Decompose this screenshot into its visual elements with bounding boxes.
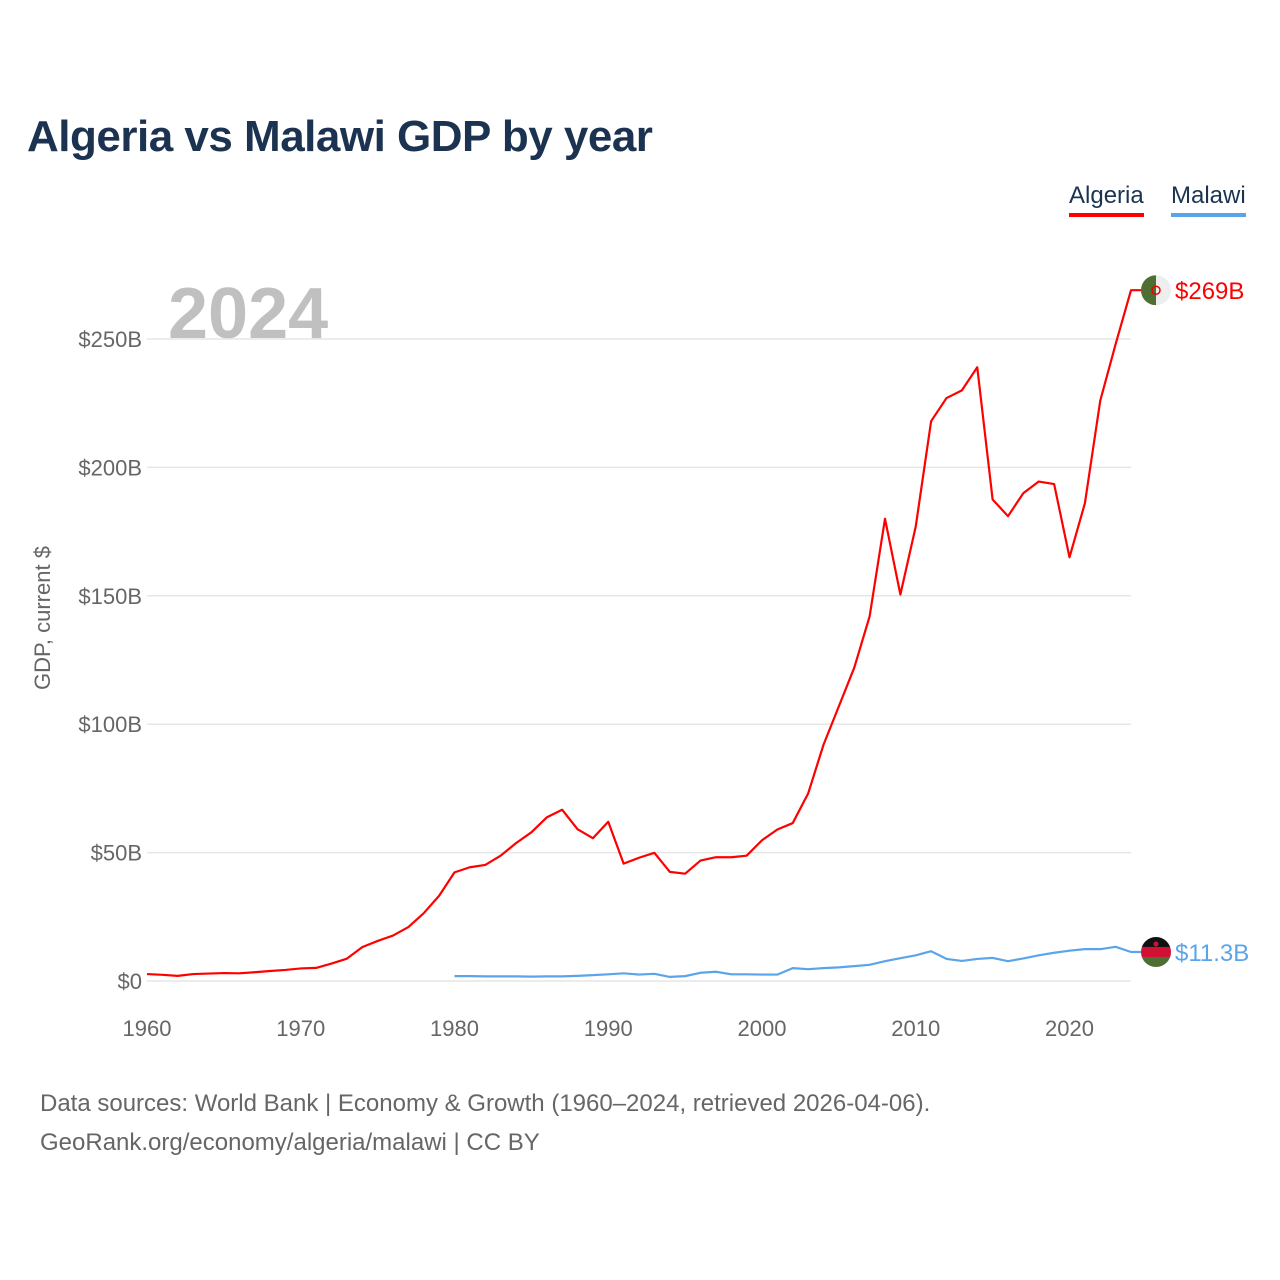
flag-green <box>1141 956 1171 967</box>
chart-title: Algeria vs Malawi GDP by year <box>27 112 653 161</box>
series-line-malawi <box>454 945 1141 978</box>
x-tick-label: 2020 <box>1045 1016 1094 1041</box>
y-tick-label: $100B <box>78 712 142 737</box>
year-watermark: 2024 <box>168 274 328 354</box>
y-tick-label: $50B <box>91 841 142 866</box>
flag-icon-algeria <box>1141 275 1171 306</box>
y-tick-label: $150B <box>78 584 142 609</box>
y-tick-label: $200B <box>78 455 142 480</box>
x-tick-label: 1980 <box>430 1016 479 1041</box>
x-tick-label: 2000 <box>738 1016 787 1041</box>
x-tick-label: 1970 <box>276 1016 325 1041</box>
flag-sun <box>1153 941 1159 947</box>
legend-malawi[interactable]: Malawi <box>1171 182 1246 217</box>
flag-green <box>1141 275 1156 306</box>
flag-icon-malawi <box>1141 936 1171 967</box>
flag-body <box>1141 936 1171 967</box>
y-tick-label: $0 <box>118 969 142 994</box>
x-tick-label: 1990 <box>584 1016 633 1041</box>
flag-white <box>1156 275 1171 306</box>
x-tick-label: 1960 <box>123 1016 172 1041</box>
flag-body <box>1141 275 1171 306</box>
y-axis-label: GDP, current $ <box>30 546 55 690</box>
footer-sources: Data sources: World Bank | Economy & Gro… <box>40 1090 931 1117</box>
end-value-label-algeria: $269B <box>1175 278 1244 305</box>
legend-algeria[interactable]: Algeria <box>1069 182 1144 217</box>
footer-link[interactable]: GeoRank.org/economy/algeria/malawi | CC … <box>40 1129 540 1156</box>
end-value-label-malawi: $11.3B <box>1175 940 1249 967</box>
y-tick-label: $250B <box>78 327 142 352</box>
flag-crescent <box>1151 285 1161 295</box>
flag-red <box>1141 946 1171 957</box>
footer: Data sources: World Bank | Economy & Gro… <box>40 1084 930 1162</box>
series-line-algeria <box>146 289 1141 977</box>
x-tick-label: 2010 <box>891 1016 940 1041</box>
